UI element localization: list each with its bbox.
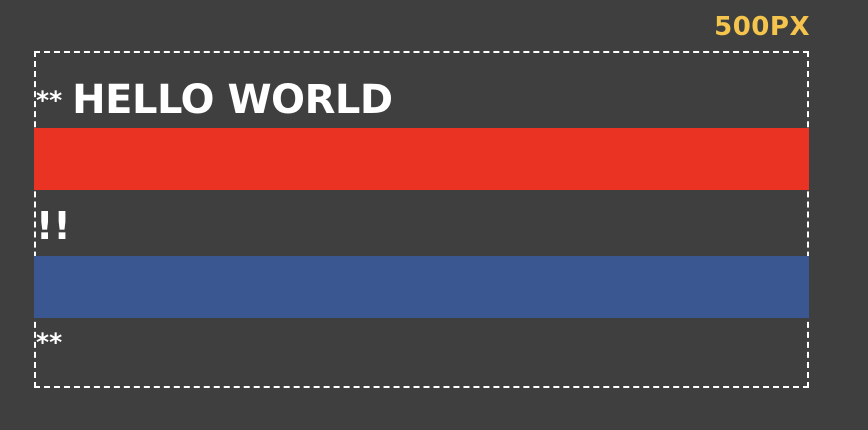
heading-row: ** HELLO WORLD <box>36 72 393 128</box>
width-label: 500PX <box>714 12 810 42</box>
marker-bottom: ** <box>36 328 63 357</box>
marker-top: ** <box>36 85 63 115</box>
red-bar <box>34 128 809 190</box>
hello-world-text: HELLO WORLD <box>72 77 393 123</box>
dashed-container <box>34 51 809 388</box>
exclamation-text: !! <box>36 204 71 248</box>
blue-bar <box>34 256 809 318</box>
